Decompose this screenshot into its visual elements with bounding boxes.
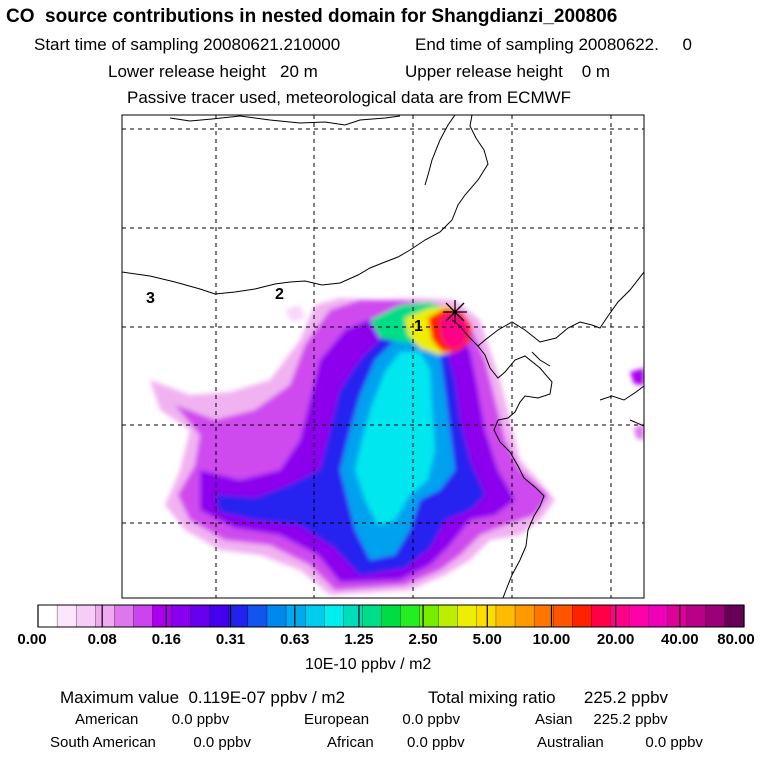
concentration-contour xyxy=(634,424,644,440)
colorbar-cell xyxy=(324,604,344,628)
region-label-2: 2 xyxy=(275,286,284,303)
colorbar-tick-label: 0.00 xyxy=(17,631,47,648)
colorbar-cell xyxy=(438,604,459,628)
colorbar-tick-label: 0.16 xyxy=(151,631,181,648)
coast-line xyxy=(451,271,644,347)
australian-contribution: Australian 0.0 ppbv xyxy=(537,734,703,751)
border-line xyxy=(122,115,489,295)
lower-release-label: Lower release height 20 m xyxy=(108,62,318,81)
colorbar-cell xyxy=(304,604,325,628)
colorbar-cell xyxy=(591,604,611,628)
tracer-note: Passive tracer used, meteorological data… xyxy=(127,88,572,107)
colorbar-tick-label: 10.00 xyxy=(532,631,571,648)
end-time-label: End time of sampling 20080622. 0 xyxy=(415,35,692,54)
concentration-contour xyxy=(285,305,305,322)
colorbar-unit-label: 10E-10 ppbv / m2 xyxy=(305,656,432,673)
colorbar-cell xyxy=(247,604,268,628)
colorbar-cell xyxy=(514,604,535,628)
colorbar-tick-label: 80.00 xyxy=(717,631,755,648)
lat-lon-grid xyxy=(122,115,644,598)
colorbar-cell xyxy=(285,604,306,628)
maximum-value-text: Maximum value 0.119E-07 ppbv / m2 xyxy=(60,688,346,707)
colorbar-cell xyxy=(572,604,592,628)
colorbar-cell xyxy=(56,604,77,628)
colorbar-cell xyxy=(648,604,669,628)
chart-title: CO source contributions in nested domain… xyxy=(6,6,618,27)
colorbar-cell xyxy=(209,604,230,628)
colorbar-cell xyxy=(190,604,211,628)
colorbar-cell xyxy=(228,604,249,628)
colorbar-tick-label: 2.50 xyxy=(408,631,438,648)
colorbar-cell xyxy=(686,604,707,628)
colorbar-tick-label: 5.00 xyxy=(472,631,502,648)
upper-release-label: Upper release height 0 m xyxy=(405,62,611,81)
concentration-contour xyxy=(355,352,435,525)
african-contribution: African 0.0 ppbv xyxy=(327,734,465,751)
start-time-label: Start time of sampling 20080621.210000 xyxy=(34,35,341,54)
colorbar-tick-label: 20.00 xyxy=(596,631,635,648)
colorbar-tick-label: 1.25 xyxy=(344,631,374,648)
colorbar-cell xyxy=(724,604,745,628)
colorbar-cell xyxy=(171,604,192,628)
colorbar-tick-label: 0.31 xyxy=(215,631,246,648)
receptor-star-icon xyxy=(443,300,467,324)
colorbar-frame xyxy=(37,604,745,628)
colorbar-cell xyxy=(553,604,573,628)
colorbar-cell xyxy=(667,604,688,628)
colorbar-cell xyxy=(76,604,96,628)
colorbar-cell xyxy=(266,604,287,628)
coast-line xyxy=(629,419,644,427)
region-label-3: 3 xyxy=(146,290,155,307)
concentration-contour xyxy=(630,368,644,385)
colorbar-cell xyxy=(495,604,516,628)
colorbar-cell xyxy=(400,604,421,628)
asian-contribution: Asian 225.2 ppbv xyxy=(535,711,668,728)
colorbar-cell xyxy=(629,604,650,628)
colorbar-cell xyxy=(476,604,497,628)
colorbar-tick-label: 0.63 xyxy=(280,631,310,648)
coast-line xyxy=(599,385,644,401)
border-line xyxy=(169,115,401,126)
coastlines-borders xyxy=(122,115,644,598)
south-american-contribution: South American 0.0 ppbv xyxy=(50,734,251,751)
coast-line xyxy=(531,351,551,367)
colorbar-cell xyxy=(152,604,173,628)
colorbar-cells xyxy=(37,604,745,628)
colorbar-tick-label: 0.08 xyxy=(87,631,117,648)
european-contribution: European 0.0 ppbv xyxy=(304,711,460,728)
concentration-contour xyxy=(440,312,468,348)
border-line xyxy=(424,115,456,186)
region-label-1: 1 xyxy=(414,318,423,335)
colorbar-cell xyxy=(705,604,726,628)
colorbar-cell xyxy=(610,604,631,628)
colorbar-cell xyxy=(533,604,554,628)
colorbar-cell xyxy=(343,604,363,628)
colorbar-cell xyxy=(95,604,115,628)
american-contribution: American 0.0 ppbv xyxy=(75,711,230,728)
map-frame xyxy=(121,114,645,599)
colorbar-cell xyxy=(133,604,154,628)
total-mixing-ratio-text: Total mixing ratio 225.2 ppbv xyxy=(428,688,669,707)
colorbar-cell xyxy=(362,604,383,628)
concentration-field xyxy=(150,298,644,595)
colorbar-cell xyxy=(37,604,58,628)
coast-line xyxy=(477,345,553,421)
coast-line xyxy=(493,419,545,598)
colorbar-tick-label: 40.00 xyxy=(661,631,699,648)
colorbar-cell xyxy=(381,604,402,628)
colorbar-cell xyxy=(114,604,134,628)
colorbar-cell xyxy=(457,604,478,628)
